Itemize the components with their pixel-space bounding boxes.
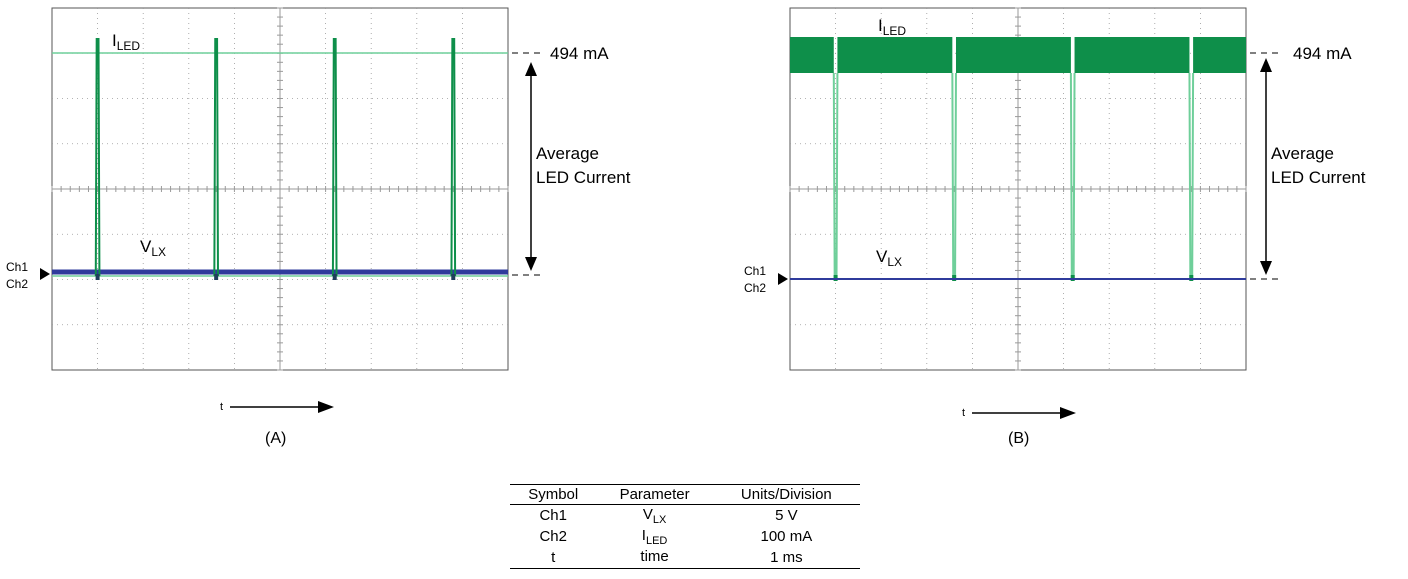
cell-parameter: ILED bbox=[596, 526, 712, 547]
cell-parameter: VLX bbox=[596, 505, 712, 527]
ch1-label-a: Ch1 bbox=[6, 260, 28, 274]
pulse-foot bbox=[333, 274, 337, 280]
iled-band bbox=[1075, 37, 1190, 73]
time-arrow-head-a bbox=[318, 401, 334, 413]
scope-panel-b: ILED VLX Ch1 Ch2 494 mA Average LED Curr… bbox=[744, 8, 1366, 447]
header-units: Units/Division bbox=[713, 485, 860, 505]
channel-marker-b bbox=[778, 273, 788, 285]
param-sub: LED bbox=[646, 535, 667, 547]
param-main: time bbox=[640, 548, 668, 565]
ch2-label-a: Ch2 bbox=[6, 277, 28, 291]
cell-units: 5 V bbox=[713, 505, 860, 527]
iled-band bbox=[1193, 37, 1246, 73]
pulse-foot bbox=[96, 274, 100, 280]
time-label-a: t bbox=[220, 401, 223, 413]
header-parameter: Parameter bbox=[596, 485, 712, 505]
peak-label-b: 494 mA bbox=[1293, 44, 1352, 63]
param-sub: LX bbox=[653, 514, 666, 526]
parameter-table-wrap: Symbol Parameter Units/Division Ch1 VLX … bbox=[510, 484, 860, 569]
avg-label-b-line2: LED Current bbox=[1271, 168, 1366, 187]
cell-symbol: Ch1 bbox=[510, 505, 596, 527]
cell-symbol: t bbox=[510, 547, 596, 569]
param-main: V bbox=[643, 506, 653, 523]
avg-label-a-line1: Average bbox=[536, 144, 599, 163]
avg-arrow-up-a bbox=[525, 62, 537, 76]
time-arrow-head-b bbox=[1060, 407, 1076, 419]
table-header-row: Symbol Parameter Units/Division bbox=[510, 485, 860, 505]
panel-label-b: (B) bbox=[1008, 430, 1029, 447]
iled-band bbox=[956, 37, 1071, 73]
pulse-foot bbox=[214, 274, 218, 280]
iled-band bbox=[790, 37, 834, 73]
avg-arrow-up-b bbox=[1260, 58, 1272, 72]
panel-label-a: (A) bbox=[265, 430, 286, 447]
channel-marker-a bbox=[40, 268, 50, 280]
vlx-trace bbox=[52, 270, 508, 275]
avg-label-b-line1: Average bbox=[1271, 144, 1334, 163]
ch2-label-b: Ch2 bbox=[744, 281, 766, 295]
pulse-foot bbox=[451, 274, 455, 280]
scope-panel-a: ILED VLX Ch1 Ch2 494 mA Average LED Curr… bbox=[6, 8, 631, 447]
ch1-label-b: Ch1 bbox=[744, 264, 766, 278]
iled-band bbox=[837, 37, 952, 73]
avg-label-a-line2: LED Current bbox=[536, 168, 631, 187]
cell-parameter: time bbox=[596, 547, 712, 569]
cell-units: 1 ms bbox=[713, 547, 860, 569]
header-symbol: Symbol bbox=[510, 485, 596, 505]
table-row: Ch2 ILED 100 mA bbox=[510, 526, 860, 547]
avg-arrow-down-b bbox=[1260, 261, 1272, 275]
table-row: Ch1 VLX 5 V bbox=[510, 505, 860, 527]
cell-units: 100 mA bbox=[713, 526, 860, 547]
parameter-table: Symbol Parameter Units/Division Ch1 VLX … bbox=[510, 484, 860, 569]
time-label-b: t bbox=[962, 407, 965, 419]
oscilloscope-figure: ILED VLX Ch1 Ch2 494 mA Average LED Curr… bbox=[0, 0, 1408, 470]
avg-arrow-down-a bbox=[525, 257, 537, 271]
table-row: t time 1 ms bbox=[510, 547, 860, 569]
peak-label-a: 494 mA bbox=[550, 44, 609, 63]
cell-symbol: Ch2 bbox=[510, 526, 596, 547]
